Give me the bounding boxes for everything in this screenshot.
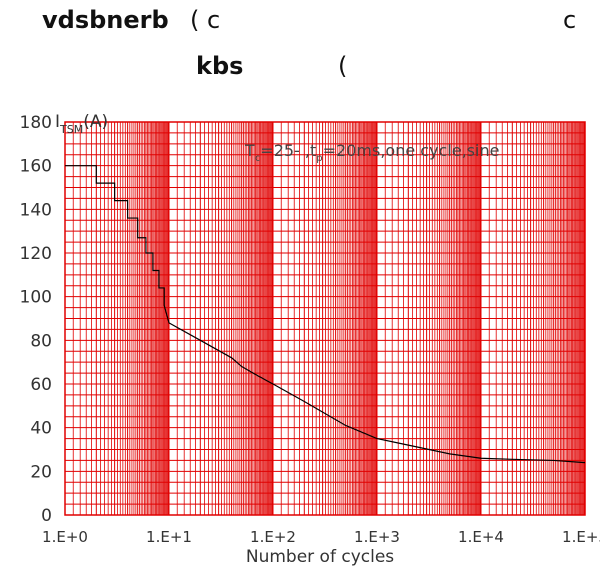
curve-layer	[65, 165, 586, 464]
y-tick-label: 140	[20, 200, 52, 220]
annotation-rest: =20ms,one cycle,sine	[323, 141, 500, 160]
y-tick-label: 100	[20, 288, 52, 308]
x-tick-label: 1.E+1	[146, 528, 192, 546]
svg-text:Tc=25- ,tp=20ms,one cycle,sine: Tc=25- ,tp=20ms,one cycle,sine	[244, 141, 499, 164]
header-line-1: vdsbnerb ( c c	[0, 0, 600, 44]
y-axis-label: I	[55, 112, 60, 132]
annotation-value: =25	[260, 141, 294, 160]
y-tick-label: 60	[30, 375, 52, 395]
y-tick-label: 40	[30, 419, 52, 439]
x-tick-label: 1.E+5	[562, 528, 600, 546]
y-tick-label: 120	[20, 244, 52, 264]
annotation-t: T	[244, 141, 255, 160]
y-axis-unit: (A)	[83, 112, 108, 132]
y-axis-title: ITSM(A)	[55, 112, 108, 136]
y-tick-label: 20	[30, 462, 52, 482]
x-tick-label: 1.E+2	[250, 528, 296, 546]
x-tick-label: 1.E+4	[458, 528, 504, 546]
x-tick-label: 1.E+0	[42, 528, 88, 546]
header-fragment-left: vdsbnerb	[42, 6, 169, 34]
tick-label-layer: 0 20 40 60 80 100 120 140 160 180 1.E+0 1.E+1 1.E+2 1…	[20, 113, 600, 546]
header-line-2: kbs (	[0, 44, 600, 90]
annotation-t-subscript: c	[255, 153, 261, 164]
annotation-tp: t	[310, 141, 316, 160]
x-tick-label: 1.E+3	[354, 528, 400, 546]
surge-current-chart: 0 20 40 60 80 100 120 140 160 180 1.E+0 1.E+1 1.E+2 1…	[20, 112, 600, 567]
svg-text:ITSM(A): ITSM(A)	[55, 112, 108, 136]
grid-layer	[64, 121, 586, 516]
header-fragment-middle-2: (	[338, 52, 348, 80]
annotation-tp-subscript: p	[316, 153, 322, 164]
plot-frame	[64, 121, 586, 516]
y-tick-label: 180	[20, 113, 52, 133]
y-axis-label-subscript: TSM	[59, 123, 83, 136]
chart-annotation: Tc=25- ,tp=20ms,one cycle,sine	[244, 141, 499, 164]
x-axis-label: Number of cycles	[246, 547, 394, 567]
y-tick-label: 160	[20, 157, 52, 177]
header-fragment-right: c	[563, 6, 577, 34]
header-fragment-left-2: kbs	[196, 52, 244, 80]
y-tick-label: 0	[41, 506, 52, 526]
header-fragment-middle: ( c	[190, 6, 221, 34]
surge-current-curve	[65, 165, 586, 464]
y-tick-label: 80	[30, 331, 52, 351]
annotation-dash: - ,	[294, 141, 310, 160]
